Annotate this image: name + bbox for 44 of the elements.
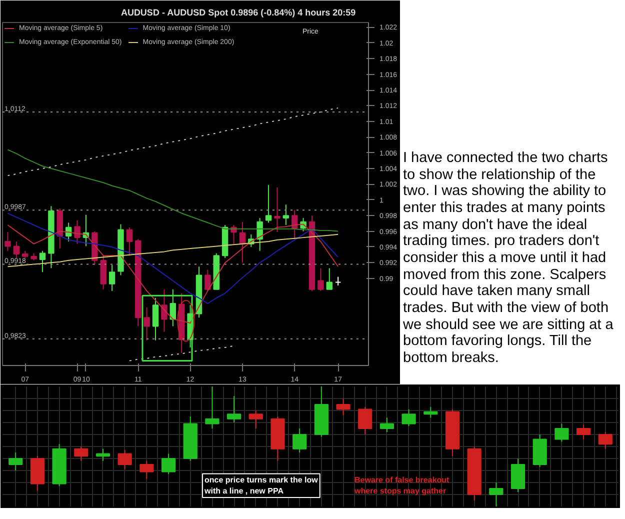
candlestick [336,398,350,416]
line-series [128,345,234,362]
candlestick [170,288,176,327]
candlestick [510,458,526,493]
candlestick [161,288,168,332]
candlestick [326,268,332,290]
candlestick [292,428,307,453]
candlestick [489,482,504,506]
candlestick [140,460,154,480]
candlestick [358,406,372,435]
candlestick [152,298,159,341]
candlestick [248,410,263,429]
candlestick [256,217,263,252]
candlestick [598,432,612,450]
candlestick [118,450,132,470]
candlestick [554,423,569,442]
candlestick [205,386,220,429]
candlestick [4,232,11,252]
candlestick [126,226,133,256]
candlestick [380,417,394,433]
candlestick [39,250,46,273]
candlestick [100,255,106,290]
candlestick [13,240,20,258]
candlestick [265,184,272,224]
candlestick [318,268,324,292]
line-series [7,108,339,176]
candlestick [74,446,88,462]
candlestick [402,408,416,427]
text: I have connected the two charts to show the relationship of the two. I was showing the ability to enter this trades at many points as many don't have the ideal trading times. pro traders don't consider this a move until it had moved from this zone. Scalpers could have taken many small trades. But with the view of both we should see we are sitting at a bottom favoring longs. Till the bottom breaks. [403,150,614,366]
candlestick [161,453,176,475]
annotation: Beware of false breakout where stops may gather [354,476,450,496]
candlestick [204,269,211,292]
candlestick [108,264,116,292]
candlestick [96,448,110,462]
candlestick [576,424,591,440]
chart-title: AUDUSD - AUDUSD Spot 0.9896 (-0.84%) 4 hours 20:59 [120,8,356,18]
candlestick [274,186,280,233]
candlestick [8,452,23,471]
candlestick [424,406,438,418]
candlestick [144,306,150,341]
annotation: once price turns mark the low with a line , new PPA [204,476,319,496]
candlestick [74,220,80,244]
candlestick [226,396,242,423]
candlestick [282,204,290,226]
